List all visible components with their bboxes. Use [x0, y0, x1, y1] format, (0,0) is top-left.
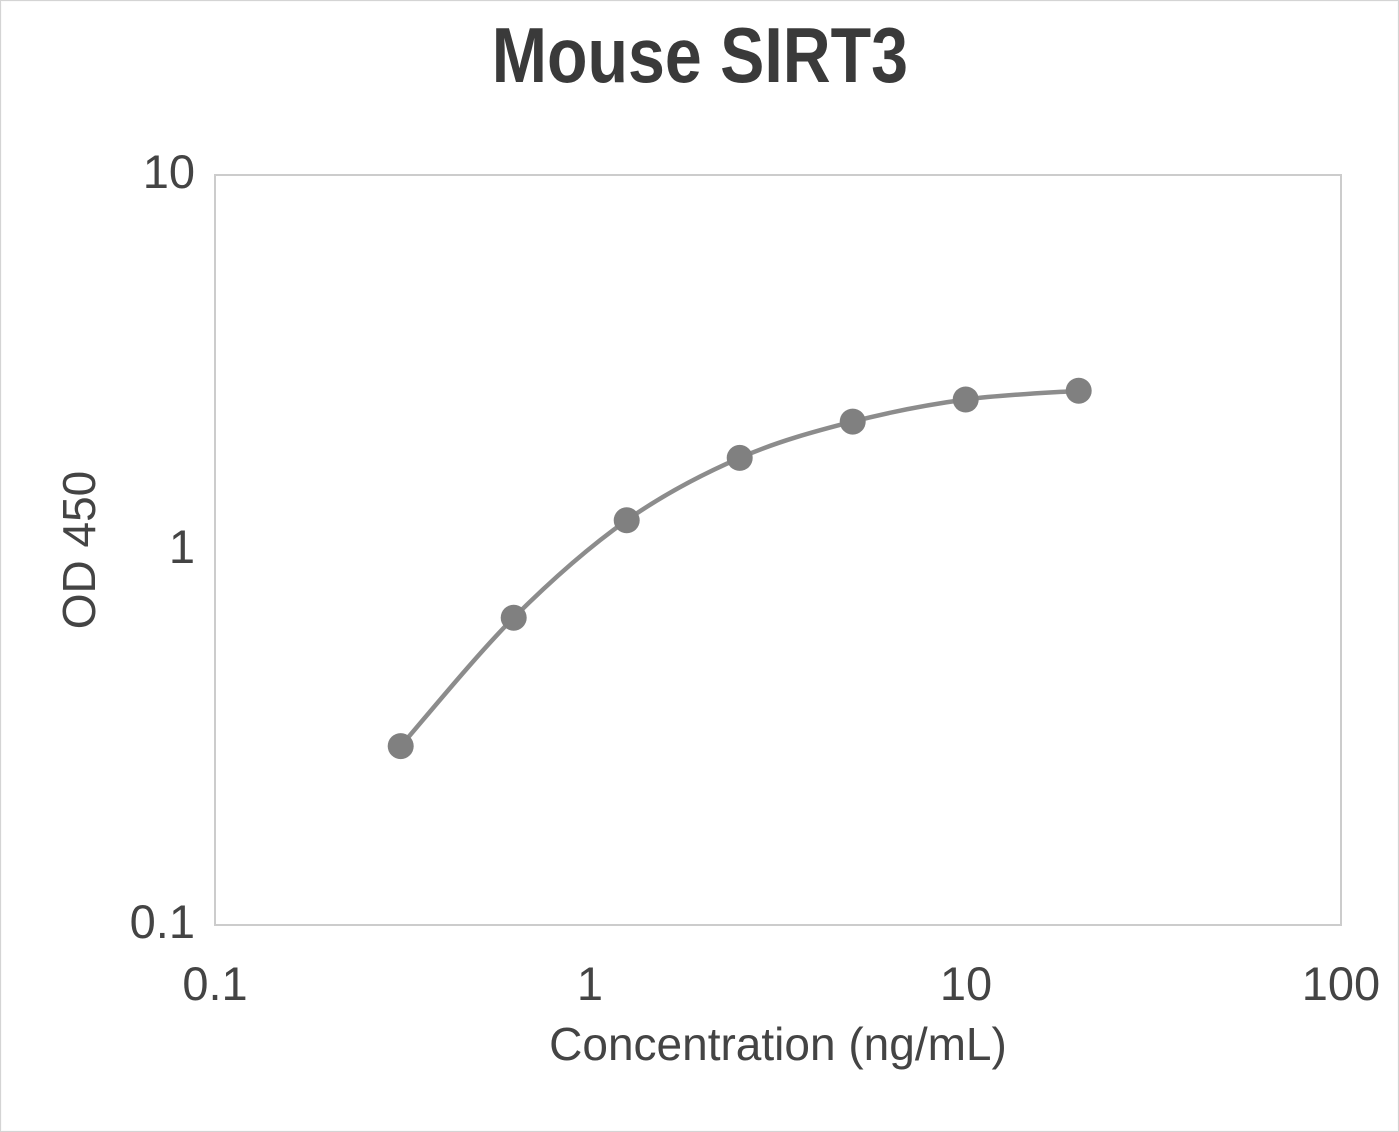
svg-text:10: 10 — [940, 957, 992, 1010]
svg-text:0.1: 0.1 — [130, 895, 195, 948]
svg-text:10: 10 — [143, 145, 195, 198]
svg-text:1: 1 — [169, 520, 195, 573]
svg-text:Concentration (ng/mL): Concentration (ng/mL) — [549, 1018, 1007, 1070]
svg-text:1: 1 — [577, 957, 603, 1010]
svg-text:OD 450: OD 450 — [53, 471, 105, 630]
svg-text:0.1: 0.1 — [182, 957, 247, 1010]
svg-text:100: 100 — [1302, 957, 1380, 1010]
